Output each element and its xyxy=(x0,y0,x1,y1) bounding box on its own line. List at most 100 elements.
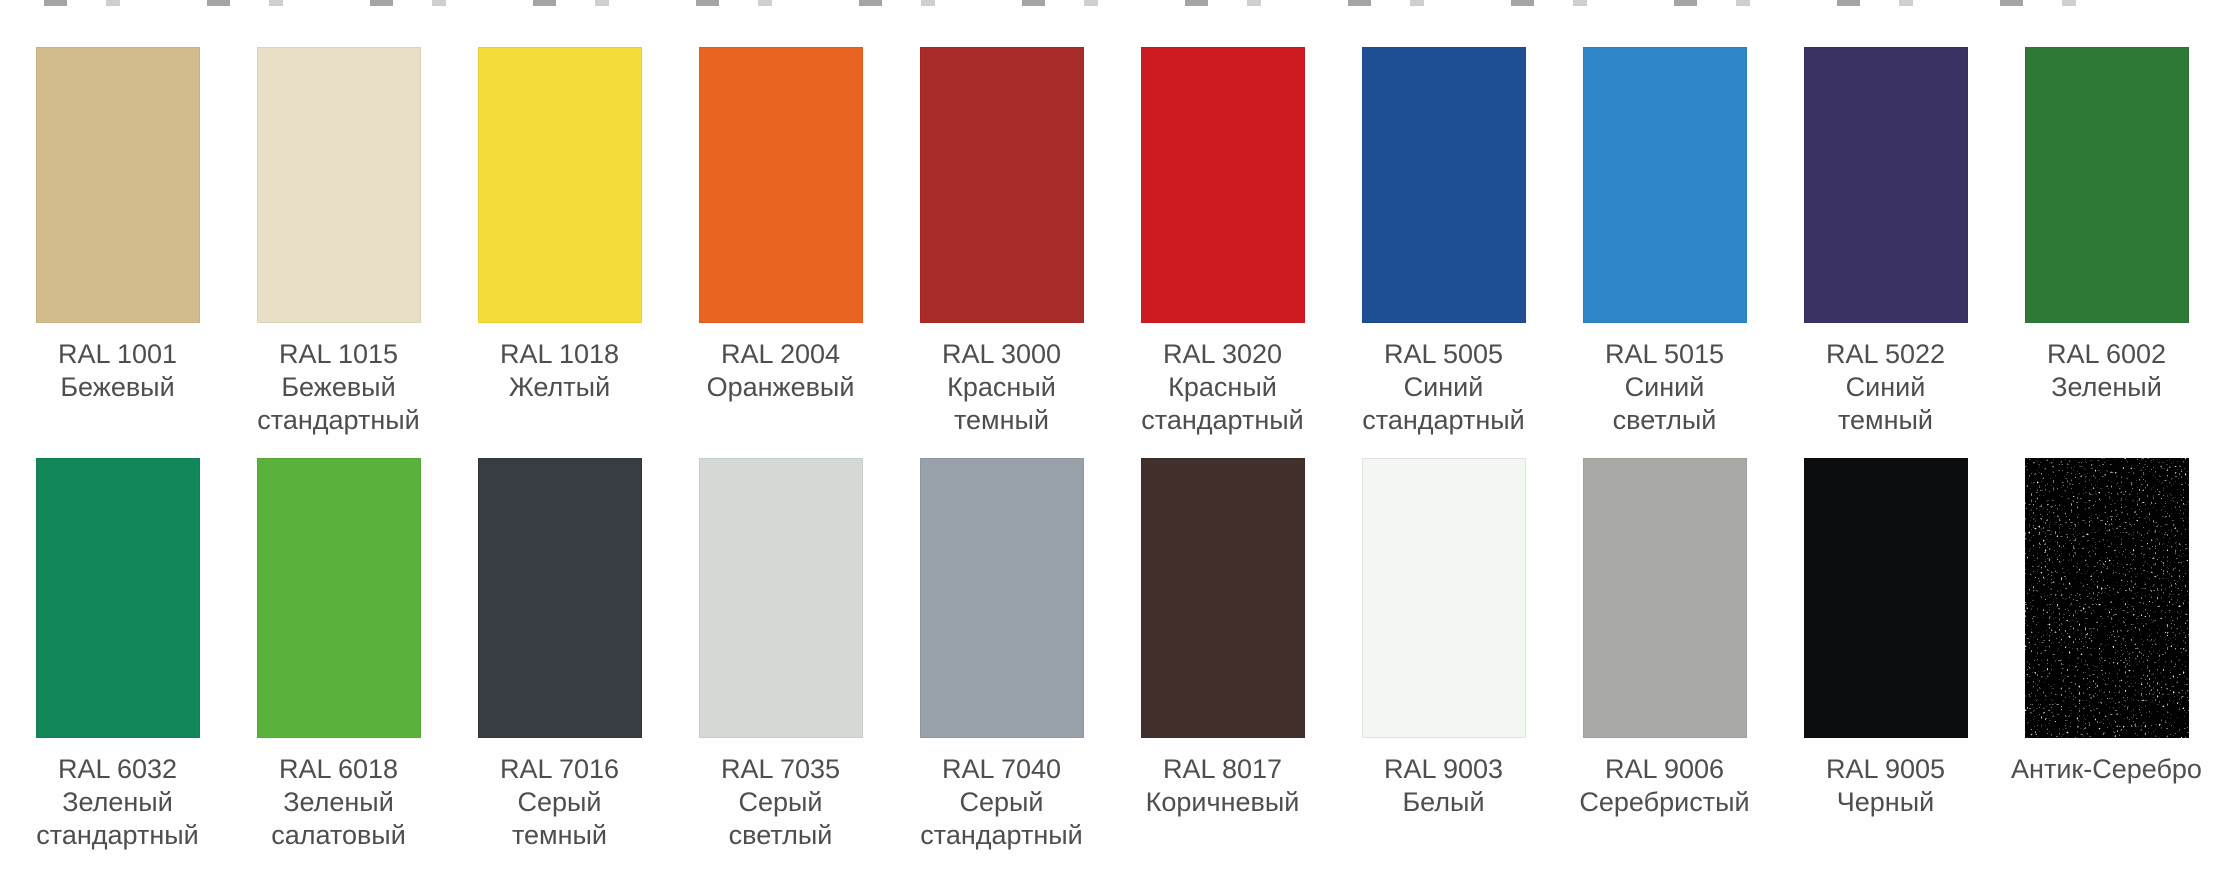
palette-cell-ral-3000: RAL 3000 Красный темный xyxy=(891,47,1112,437)
swatch-code-line: RAL 7035 xyxy=(720,754,841,784)
color-swatch-ral-9006 xyxy=(1582,458,1747,738)
color-swatch-ral-5022 xyxy=(1803,47,1968,323)
swatch-name-line: Зеленый xyxy=(62,787,173,817)
swatch-label: RAL 5005 Синий стандартный xyxy=(1333,338,1554,437)
swatch-code-line: RAL 1015 xyxy=(278,339,399,369)
swatch-name-line: Бежевый xyxy=(60,372,175,402)
color-swatch-ral-6018 xyxy=(256,458,421,738)
swatch-label: RAL 6032 Зеленый стандартный xyxy=(7,753,228,852)
swatch-code-line: RAL 5005 xyxy=(1383,339,1504,369)
swatch-code-line: RAL 2004 xyxy=(720,339,841,369)
color-swatch-ral-5005 xyxy=(1361,47,1526,323)
swatch-label: RAL 2004 Оранжевый xyxy=(670,338,891,404)
swatch-code-line: RAL 6002 xyxy=(2046,339,2167,369)
swatch-label: RAL 9005 Черный xyxy=(1775,753,1996,819)
swatch-code-line: RAL 9003 xyxy=(1383,754,1504,784)
palette-cell-ral-5015: RAL 5015 Синий светлый xyxy=(1554,47,1775,437)
swatch-code-line: RAL 5022 xyxy=(1825,339,1946,369)
swatch-name-line-2: салатовый xyxy=(271,820,406,850)
swatch-code-line: RAL 3000 xyxy=(941,339,1062,369)
swatch-code-line: RAL 8017 xyxy=(1162,754,1283,784)
palette-cell-ral-9005: RAL 9005 Черный xyxy=(1775,458,1996,852)
swatch-label: RAL 7040 Серый стандартный xyxy=(891,753,1112,852)
color-swatch-ral-1001 xyxy=(35,47,200,323)
swatch-label: RAL 1015 Бежевый стандартный xyxy=(228,338,449,437)
swatch-name-line: Синий xyxy=(1403,372,1484,402)
swatch-label: RAL 1001 Бежевый xyxy=(7,338,228,404)
swatch-name-line: Желтый xyxy=(508,372,611,402)
palette-cell-ral-1018: RAL 1018 Желтый xyxy=(449,47,670,437)
swatch-code-line: RAL 6032 xyxy=(57,754,178,784)
swatch-name-line: Зеленый xyxy=(2051,372,2162,402)
palette-cell-ral-7016: RAL 7016 Серый темный xyxy=(449,458,670,852)
swatch-label: RAL 3020 Красный стандартный xyxy=(1112,338,1333,437)
color-swatch-ral-7016 xyxy=(477,458,642,738)
palette-cell-ral-9003: RAL 9003 Белый xyxy=(1333,458,1554,852)
swatch-code-line: RAL 9005 xyxy=(1825,754,1946,784)
swatch-code-line: Антик-Серебро xyxy=(2011,754,2202,784)
color-swatch-ral-7040 xyxy=(919,458,1084,738)
swatch-code-line: RAL 9006 xyxy=(1604,754,1725,784)
swatch-label: RAL 5015 Синий светлый xyxy=(1554,338,1775,437)
color-swatch-ral-6032 xyxy=(35,458,200,738)
swatch-name-line-2: светлый xyxy=(1612,405,1717,435)
swatch-name-line: Коричневый xyxy=(1145,787,1300,817)
swatch-name-line-2: светлый xyxy=(728,820,833,850)
palette-cell-ral-9006: RAL 9006 Серебристый xyxy=(1554,458,1775,852)
swatch-name-line: Белый xyxy=(1402,787,1485,817)
swatch-name-line: Серый xyxy=(517,787,602,817)
palette-cell-ral-7040: RAL 7040 Серый стандартный xyxy=(891,458,1112,852)
swatch-label: RAL 7016 Серый темный xyxy=(449,753,670,852)
color-swatch-ral-6002 xyxy=(2024,47,2189,323)
palette-cell-ral-8017: RAL 8017 Коричневый xyxy=(1112,458,1333,852)
swatch-name-line-2: стандартный xyxy=(36,820,199,850)
swatch-name-line-2: темный xyxy=(511,820,608,850)
color-swatch-ral-2004 xyxy=(698,47,863,323)
palette-cell-ral-5005: RAL 5005 Синий стандартный xyxy=(1333,47,1554,437)
swatch-code-line: RAL 1018 xyxy=(499,339,620,369)
color-swatch-ral-1018 xyxy=(477,47,642,323)
swatch-label: RAL 6018 Зеленый салатовый xyxy=(228,753,449,852)
palette-cell-ral-5022: RAL 5022 Синий темный xyxy=(1775,47,1996,437)
swatch-code-line: RAL 3020 xyxy=(1162,339,1283,369)
color-swatch-ral-7035 xyxy=(698,458,863,738)
swatch-label: RAL 8017 Коричневый xyxy=(1112,753,1333,819)
swatch-code-line: RAL 7016 xyxy=(499,754,620,784)
color-swatch-ral-8017 xyxy=(1140,458,1305,738)
ral-palette-grid: RAL 1001 Бежевый RAL 1015 Бежевый станда… xyxy=(7,47,2217,852)
palette-cell-ral-3020: RAL 3020 Красный стандартный xyxy=(1112,47,1333,437)
color-swatch-ral-3000 xyxy=(919,47,1084,323)
swatch-label: RAL 9006 Серебристый xyxy=(1554,753,1775,819)
color-swatch-ral-3020 xyxy=(1140,47,1305,323)
swatch-code-line: RAL 6018 xyxy=(278,754,399,784)
color-swatch-ral-5015 xyxy=(1582,47,1747,323)
swatch-label: RAL 7035 Серый светлый xyxy=(670,753,891,852)
swatch-label: RAL 3000 Красный темный xyxy=(891,338,1112,437)
speckle-texture xyxy=(2024,458,2189,738)
swatch-code-line: RAL 5015 xyxy=(1604,339,1725,369)
palette-cell-ral-6002: RAL 6002 Зеленый xyxy=(1996,47,2217,437)
swatch-name-line-2: стандартный xyxy=(1141,405,1304,435)
swatch-name-line-2: стандартный xyxy=(257,405,420,435)
palette-cell-ral-6018: RAL 6018 Зеленый салатовый xyxy=(228,458,449,852)
swatch-label: RAL 5022 Синий темный xyxy=(1775,338,1996,437)
swatch-code-line: RAL 1001 xyxy=(57,339,178,369)
swatch-name-line: Серебристый xyxy=(1579,787,1750,817)
palette-cell-ral-2004: RAL 2004 Оранжевый xyxy=(670,47,891,437)
swatch-name-line-2: темный xyxy=(953,405,1050,435)
swatch-name-line: Синий xyxy=(1624,372,1705,402)
palette-cell-ral-1015: RAL 1015 Бежевый стандартный xyxy=(228,47,449,437)
swatch-name-line-2: стандартный xyxy=(920,820,1083,850)
swatch-name-line: Красный xyxy=(1168,372,1277,402)
color-swatch-ral-9005 xyxy=(1803,458,1968,738)
swatch-label: RAL 6002 Зеленый xyxy=(1996,338,2217,404)
swatch-name-line: Красный xyxy=(947,372,1056,402)
swatch-label: RAL 1018 Желтый xyxy=(449,338,670,404)
color-swatch-antik-serebro xyxy=(2024,458,2189,738)
swatch-label: RAL 9003 Белый xyxy=(1333,753,1554,819)
cropped-text-artifact xyxy=(10,0,2160,6)
swatch-name-line: Синий xyxy=(1845,372,1926,402)
palette-cell-ral-6032: RAL 6032 Зеленый стандартный xyxy=(7,458,228,852)
swatch-name-line: Оранжевый xyxy=(706,372,855,402)
swatch-name-line: Зеленый xyxy=(283,787,394,817)
